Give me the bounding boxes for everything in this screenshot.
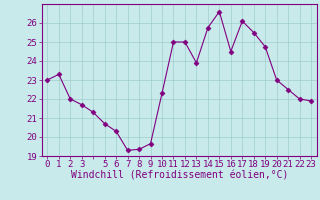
X-axis label: Windchill (Refroidissement éolien,°C): Windchill (Refroidissement éolien,°C) xyxy=(70,171,288,181)
